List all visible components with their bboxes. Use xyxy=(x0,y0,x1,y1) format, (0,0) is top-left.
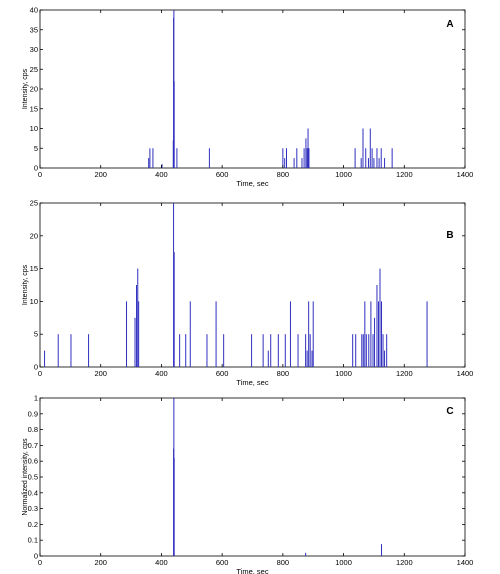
plot-frame xyxy=(39,202,466,368)
x-tick-label: 1000 xyxy=(335,558,352,567)
x-tick-label: 1000 xyxy=(335,170,352,179)
y-tick-label: 40 xyxy=(30,6,38,15)
x-tick-label: 0 xyxy=(38,369,42,378)
x-tick-label: 1400 xyxy=(457,558,474,567)
y-tick-label: 0.3 xyxy=(28,504,38,513)
y-tick-label: 20 xyxy=(30,85,38,94)
panel-label: C xyxy=(446,406,453,417)
y-tick-label: 0 xyxy=(34,363,38,372)
panel-label: A xyxy=(446,19,453,30)
y-tick-label: 5 xyxy=(34,330,38,339)
y-tick-label: 30 xyxy=(30,45,38,54)
y-tick-label: 0.4 xyxy=(28,488,38,497)
x-tick-label: 400 xyxy=(155,558,168,567)
x-axis-label: Time, sec xyxy=(236,567,268,574)
x-tick-label: 600 xyxy=(216,558,229,567)
x-tick-label: 1200 xyxy=(396,369,413,378)
x-tick-label: 800 xyxy=(277,558,290,567)
y-axis-label: Intensity, cps xyxy=(22,68,29,109)
panel-label: B xyxy=(446,230,453,241)
x-tick-label: 1200 xyxy=(396,170,413,179)
x-tick-label: 1200 xyxy=(396,558,413,567)
y-tick-label: 0.7 xyxy=(28,441,38,450)
x-tick-label: 200 xyxy=(94,170,107,179)
y-axis-label: Intensity, cps xyxy=(22,264,29,305)
y-tick-label: 5 xyxy=(34,144,38,153)
y-tick-label: 25 xyxy=(30,65,38,74)
panel-a: 0 200 400 600 800 1000 1200 1400 0 5 10 15 20 25 30 35 4… xyxy=(22,6,473,189)
y-axis-label: Normalized intensity, cps xyxy=(22,438,29,516)
y-tick-label: 0 xyxy=(34,552,38,561)
y-tick-label: 10 xyxy=(30,124,38,133)
y-tick-label: 10 xyxy=(30,297,38,306)
x-tick-label: 400 xyxy=(155,369,168,378)
y-tick-label: 35 xyxy=(30,25,38,34)
y-tick-label: 0 xyxy=(34,164,38,173)
y-tick-label: 20 xyxy=(30,231,38,240)
x-tick-label: 200 xyxy=(94,369,107,378)
x-tick-label: 600 xyxy=(216,369,229,378)
y-tick-label: 0.6 xyxy=(28,457,38,466)
x-tick-label: 800 xyxy=(277,170,290,179)
x-tick-label: 0 xyxy=(38,170,42,179)
plot-frame xyxy=(39,9,466,169)
y-tick-label: 0.5 xyxy=(28,473,38,482)
plot-frame xyxy=(39,397,466,557)
y-tick-label: 15 xyxy=(30,264,38,273)
x-tick-label: 1400 xyxy=(457,170,474,179)
y-tick-label: 0.1 xyxy=(28,536,38,545)
y-tick-label: 1 xyxy=(34,394,38,403)
x-axis-label: Time, sec xyxy=(236,179,268,188)
x-axis-label: Time, sec xyxy=(236,378,268,387)
y-tick-label: 0.8 xyxy=(28,425,38,434)
y-tick-label: 0.9 xyxy=(28,409,38,418)
x-tick-label: 0 xyxy=(38,558,42,567)
y-tick-label: 25 xyxy=(30,199,38,208)
x-tick-label: 600 xyxy=(216,170,229,179)
x-tick-label: 1000 xyxy=(335,369,352,378)
y-tick-label: 0.2 xyxy=(28,520,38,529)
x-tick-label: 200 xyxy=(94,558,107,567)
x-tick-label: 1400 xyxy=(457,369,474,378)
panel-c: 0 200 400 600 800 1000 1200 1400 0 0.1 0.2 0.3 0.4 0.… xyxy=(22,394,473,574)
x-tick-label: 800 xyxy=(277,369,290,378)
y-tick-label: 15 xyxy=(30,104,38,113)
x-tick-label: 400 xyxy=(155,170,168,179)
panel-b: 0 200 400 600 800 1000 1200 1400 0 5 10 15 20 25 Time,… xyxy=(22,199,473,388)
